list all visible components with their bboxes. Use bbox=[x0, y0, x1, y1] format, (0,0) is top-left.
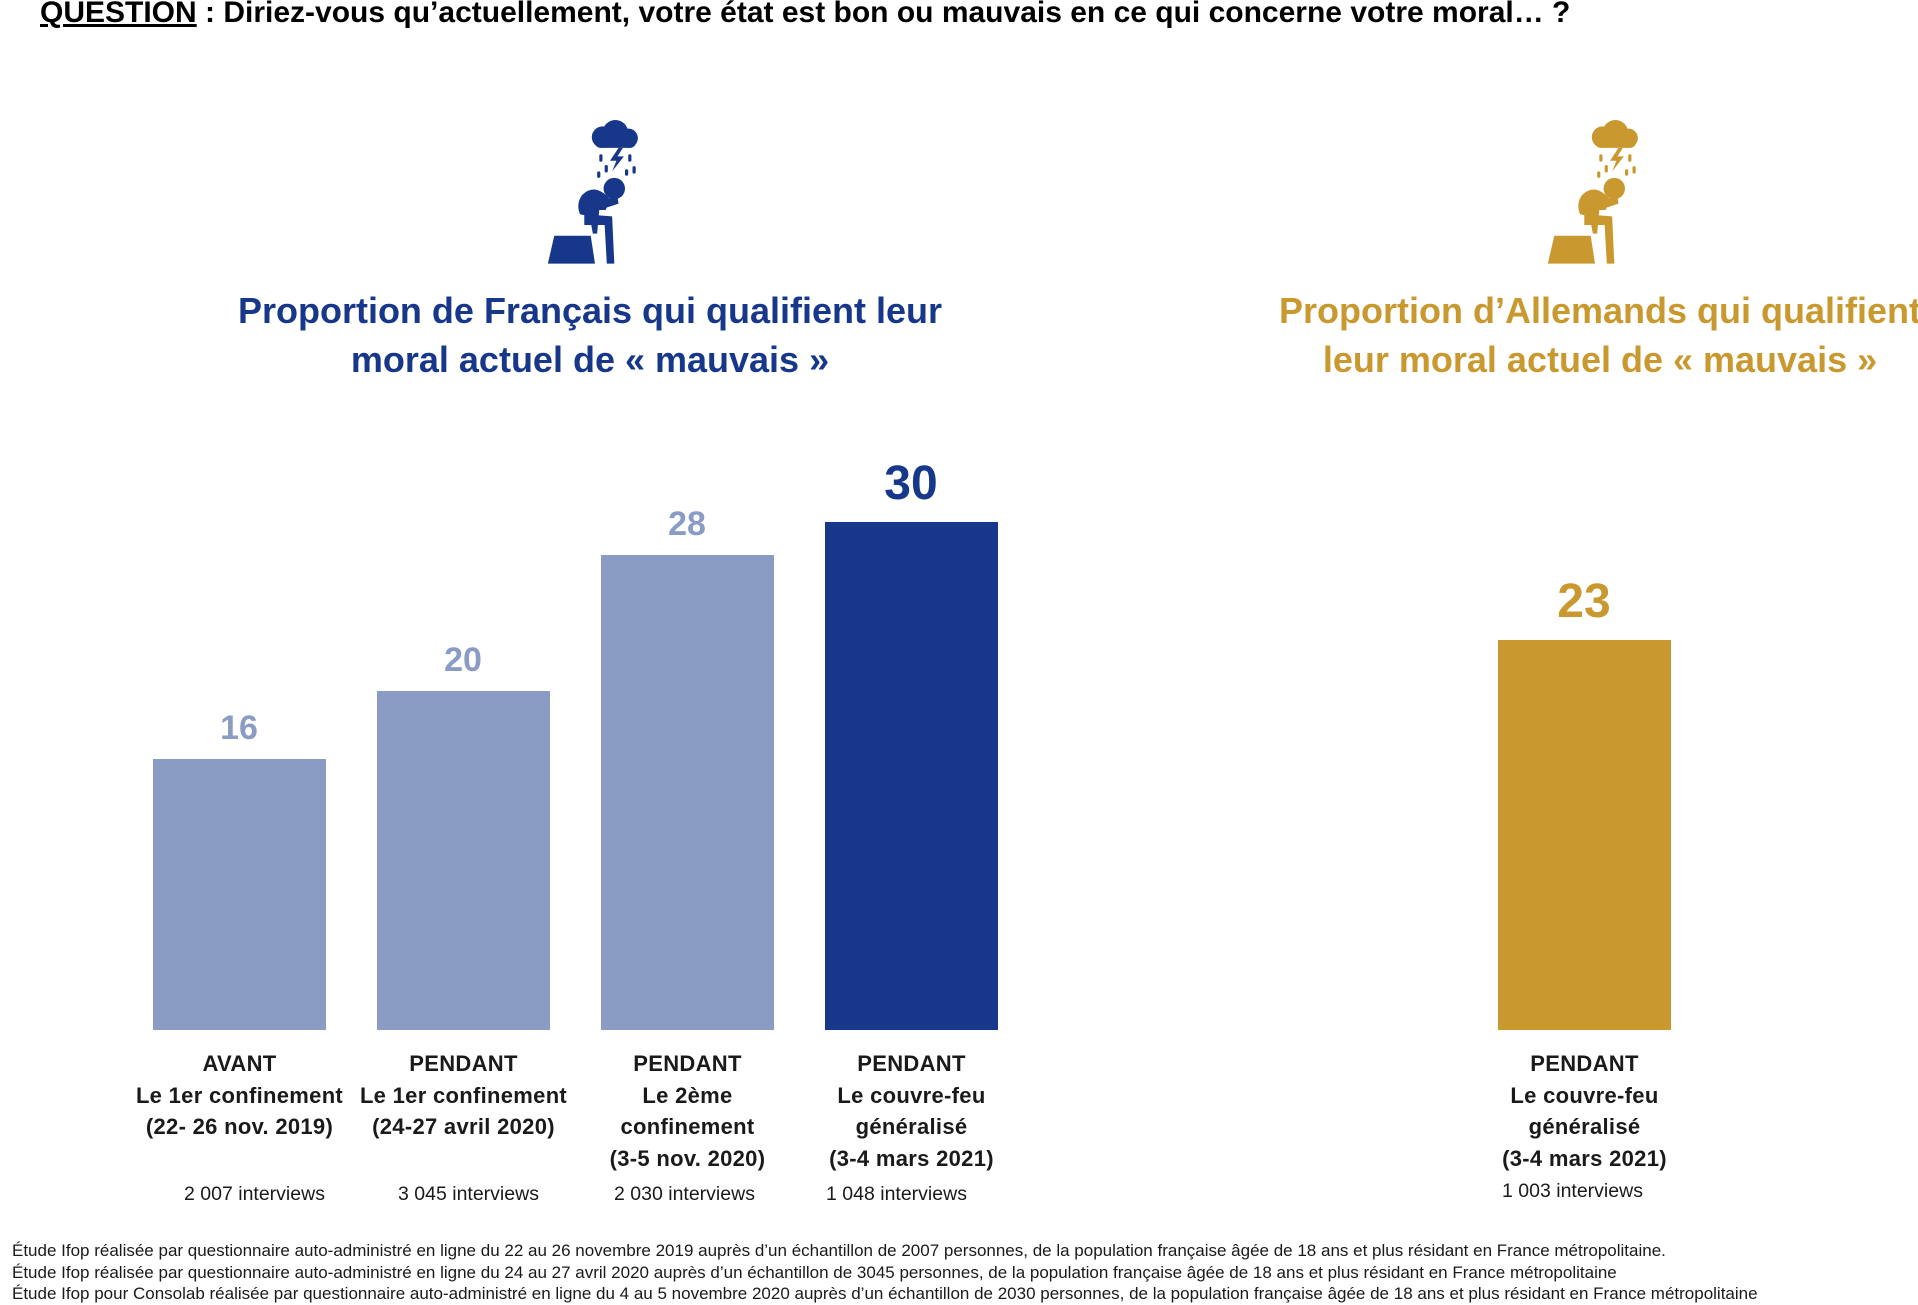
category-label-line: PENDANT bbox=[633, 1051, 742, 1076]
category-label-line: (3-5 nov. 2020) bbox=[609, 1145, 766, 1171]
category-label: AVANT Le 1er confinement (22- 26 nov. 2019… bbox=[127, 1048, 352, 1143]
question-separator: : bbox=[196, 0, 224, 29]
question-label: QUESTION bbox=[40, 0, 197, 29]
category-label-line: Le 2ème bbox=[642, 1082, 733, 1108]
category-label-line: PENDANT bbox=[857, 1051, 966, 1076]
chart-title-germany: Proportion d’Allemands qui qualifient le… bbox=[1270, 286, 1918, 384]
category-label-line: généralisé bbox=[1528, 1114, 1641, 1139]
data-label: 16 bbox=[220, 708, 258, 747]
data-label: 30 bbox=[884, 456, 938, 510]
data-label: 23 bbox=[1557, 575, 1611, 629]
footnote: Étude Ifop réalisée par questionnaire au… bbox=[12, 1262, 1617, 1282]
category-label-line: PENDANT bbox=[409, 1051, 518, 1076]
data-label: 28 bbox=[668, 505, 706, 544]
question-text: Diriez-vous qu’actuellement, votre état … bbox=[223, 0, 1571, 29]
category-label-line: Le couvre-feu bbox=[1510, 1082, 1659, 1108]
category-label-line: (22- 26 nov. 2019) bbox=[145, 1114, 334, 1139]
bar bbox=[152, 758, 326, 1030]
chart-title-line: moral actuel de « mauvais » bbox=[350, 339, 830, 380]
chart-title-line: Proportion de Français qui qualifient le… bbox=[237, 290, 943, 331]
bar bbox=[824, 521, 998, 1030]
category-label: PENDANT Le couvre-feu généralisé (3-4 mars … bbox=[799, 1048, 1024, 1174]
category-label-line: confinement bbox=[620, 1114, 755, 1139]
category-label-line: PENDANT bbox=[1530, 1051, 1639, 1076]
category-label-line: généralisé bbox=[855, 1114, 968, 1139]
category-label: PENDANT Le couvre-feu généralisé (3-4 mars … bbox=[1472, 1048, 1697, 1174]
footnote: Étude Ifop réalisée par questionnaire au… bbox=[12, 1241, 1666, 1260]
sample-size-label: 2 030 interviews bbox=[614, 1183, 755, 1205]
question-heading: QUESTION : Diriez-vous qu’actuellement, … bbox=[40, 0, 1570, 30]
category-label: PENDANT Le 1er confinement (24-27 avril 20… bbox=[351, 1048, 576, 1143]
category-label-line: Le 1er confinement bbox=[359, 1082, 568, 1108]
bar bbox=[376, 691, 550, 1030]
chart-title-france: Proportion de Français qui qualifient le… bbox=[230, 286, 950, 384]
category-label-line: Le 1er confinement bbox=[135, 1082, 344, 1108]
bar bbox=[600, 555, 774, 1030]
sample-size-label: 3 045 interviews bbox=[398, 1183, 539, 1205]
sample-size-label: 1 003 interviews bbox=[1502, 1180, 1643, 1202]
chart-title-line: Proportion d’Allemands qui qualifient bbox=[1278, 290, 1918, 331]
sad-person-under-rain-cloud-icon bbox=[1547, 120, 1638, 264]
chart-title-line: leur moral actuel de « mauvais » bbox=[1322, 339, 1878, 380]
data-label: 20 bbox=[444, 641, 482, 679]
category-label: PENDANT Le 2ème confinement (3-5 nov. 2020) bbox=[575, 1048, 800, 1174]
category-label-line: (3-4 mars 2021) bbox=[829, 1145, 994, 1171]
bar bbox=[1497, 640, 1671, 1030]
category-label-line: (3-4 mars 2021) bbox=[1502, 1145, 1667, 1171]
category-label-line: Le couvre-feu bbox=[837, 1082, 986, 1108]
footnote: Étude Ifop pour Consolab réalisée par qu… bbox=[12, 1284, 1758, 1303]
sad-person-under-rain-cloud-icon bbox=[547, 120, 638, 264]
category-label-line: AVANT bbox=[202, 1051, 277, 1076]
sample-size-label: 1 048 interviews bbox=[826, 1183, 967, 1205]
footnotes: Étude Ifop réalisée par questionnaire au… bbox=[12, 1240, 1758, 1305]
sample-size-label: 2 007 interviews bbox=[184, 1183, 325, 1205]
category-label-line: (24-27 avril 2020) bbox=[372, 1114, 555, 1139]
